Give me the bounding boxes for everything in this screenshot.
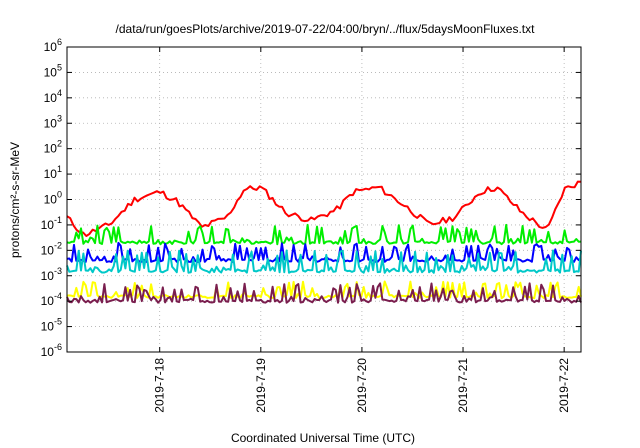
y-tick-label: 100 bbox=[44, 190, 62, 207]
y-tick-label: 10-6 bbox=[41, 342, 62, 359]
y-axis-label: protons/cm²-s-sr-MeV bbox=[8, 142, 22, 258]
x-axis: 2019-7-18 2019-7-19 2019-7-20 2019-7-21 2019… bbox=[153, 47, 571, 413]
chart-title: /data/run/goesPlots/archive/2019-07-22/0… bbox=[116, 22, 536, 36]
y-tick-label: 10-4 bbox=[41, 291, 62, 308]
x-tick-label: 2019-7-19 bbox=[254, 358, 268, 413]
y-tick-label: 102 bbox=[44, 139, 62, 156]
y-tick-label: 10-2 bbox=[41, 240, 62, 257]
series-line-3 bbox=[66, 241, 582, 263]
y-tick-label: 103 bbox=[44, 113, 62, 130]
y-tick-label: 101 bbox=[44, 164, 62, 181]
x-tick-label: 2019-7-22 bbox=[557, 358, 571, 413]
x-tick-label: 2019-7-18 bbox=[153, 358, 167, 413]
grid bbox=[67, 47, 581, 352]
x-tick-label: 2019-7-20 bbox=[355, 358, 369, 413]
series-line-2 bbox=[66, 223, 582, 246]
series-line-6 bbox=[66, 282, 582, 304]
series-line-1 bbox=[66, 180, 582, 237]
y-tick-label: 105 bbox=[44, 62, 62, 79]
x-tick-label: 2019-7-21 bbox=[456, 358, 470, 413]
y-tick-label: 10-3 bbox=[41, 266, 62, 283]
y-tick-label: 106 bbox=[44, 37, 62, 54]
series-layer bbox=[66, 180, 582, 304]
y-tick-label: 104 bbox=[44, 88, 62, 105]
y-tick-label: 10-5 bbox=[41, 317, 62, 334]
y-axis: 10-6 10-5 10-4 10-3 10-2 10-1 100 101 102 103 104 1… bbox=[41, 37, 581, 359]
y-tick-label: 10-1 bbox=[41, 215, 62, 232]
series-line-4 bbox=[66, 249, 582, 274]
x-axis-label: Coordinated Universal Time (UTC) bbox=[231, 431, 415, 445]
